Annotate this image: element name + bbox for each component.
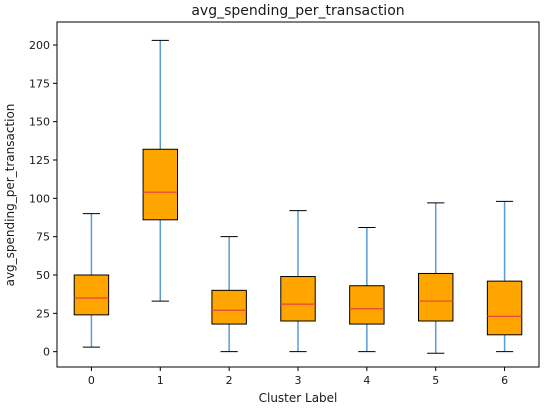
x-axis-label: Cluster Label [259,391,338,405]
box-cluster-4 [349,226,385,353]
box-cluster-6 [486,200,523,353]
iqr-box [142,148,178,221]
x-tick-label: 1 [157,374,164,387]
chart-title: avg_spending_per_transaction [191,3,404,19]
x-tick-label: 5 [432,374,439,387]
y-tick-label: 175 [29,77,50,90]
box-cluster-5 [418,202,454,354]
iqr-box [280,276,316,322]
y-tick-label: 75 [36,231,50,244]
y-tick-label: 0 [43,346,50,359]
x-tick-label: 3 [295,374,302,387]
x-tick-label: 6 [501,374,508,387]
iqr-box [73,274,110,316]
y-tick-label: 200 [29,39,50,52]
x-axis: 0 1 2 3 4 5 6 [88,367,508,387]
y-tick-label: 50 [36,269,50,282]
y-axis-label: avg_spending_per_transaction [3,104,17,287]
iqr-box [418,272,454,322]
x-tick-label: 0 [88,374,95,387]
y-axis: 0 25 50 75 100 125 150 175 200 [29,39,57,359]
y-tick-label: 125 [29,154,50,167]
iqr-box [349,285,385,325]
x-tick-label: 4 [363,374,370,387]
box-cluster-1 [142,39,178,302]
iqr-box [211,289,247,325]
y-tick-label: 150 [29,116,50,129]
boxes-group [73,39,523,354]
x-tick-label: 2 [226,374,233,387]
y-tick-label: 100 [29,192,50,205]
box-cluster-2 [211,236,247,353]
y-tick-label: 25 [36,307,50,320]
box-cluster-3 [280,210,316,353]
box-cluster-0 [73,213,110,348]
iqr-box [486,280,523,336]
